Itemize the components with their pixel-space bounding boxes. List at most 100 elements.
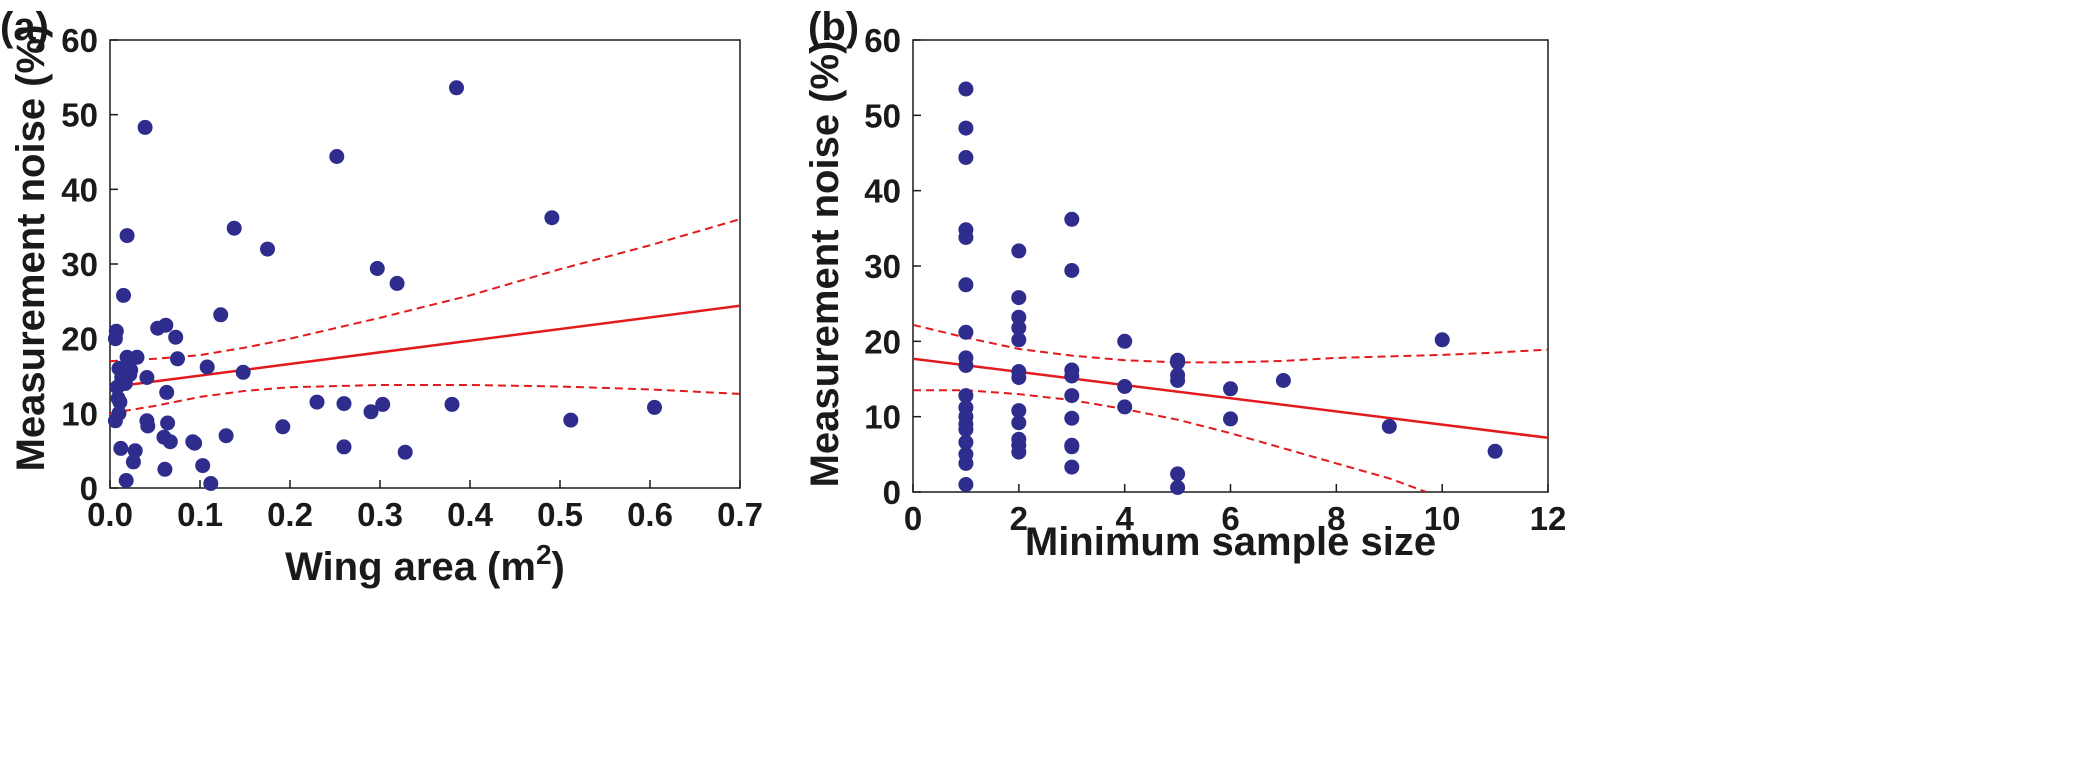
- panel-a-plot-frame: [109, 39, 741, 489]
- panel-b-y-axis-label: Measurement noise (%): [803, 41, 847, 488]
- panel-b-x-tick-label: 4: [1115, 500, 1134, 537]
- panel-a-data-point: [199, 359, 215, 375]
- panel-b-data-point: [958, 120, 974, 136]
- panel-a-data-point: [111, 405, 127, 421]
- panel-a-y-tick-label: 40: [61, 171, 98, 208]
- panel-a-x-tick-label: 0.7: [717, 496, 763, 533]
- panel-a-data-point: [397, 444, 413, 460]
- panel-b-ci-lower-line: [913, 389, 1427, 492]
- panel-a-data-point: [275, 419, 291, 435]
- panel-b-data-point: [958, 388, 974, 404]
- panel-b-x-tick-label: 6: [1221, 500, 1239, 537]
- panel-a-x-tick-label: 0.0: [87, 496, 133, 533]
- panel-b-y-tick-label: 20: [864, 323, 901, 360]
- panel-b-ci-upper-line: [913, 323, 1548, 364]
- panel-a-data-point: [123, 362, 139, 378]
- panel-a-x-axis-label-main: Wing area (m: [285, 545, 536, 589]
- panel-b-data-point: [1064, 459, 1080, 475]
- panel-a-x-tick-label: 0.5: [537, 496, 583, 533]
- panel-a-data-point: [203, 476, 219, 491]
- panel-b-data-point: [958, 229, 974, 245]
- panel-b-data-point: [958, 455, 974, 471]
- panel-b-data-point: [1170, 354, 1186, 370]
- panel-a-data-point: [127, 443, 143, 459]
- panel-b-data-point: [1434, 332, 1450, 348]
- panel-a-data-point: [336, 439, 352, 455]
- panel-b-data-point: [1064, 388, 1080, 404]
- panel-a-fit-line: [110, 304, 740, 389]
- panel-a-x-tick-label: 0.6: [627, 496, 673, 533]
- panel-a-data-point: [158, 317, 174, 333]
- panel-a-ci-upper-line: [110, 218, 740, 363]
- panel-a-data-point: [159, 384, 175, 400]
- panel-b-data-point: [1487, 443, 1503, 459]
- panel-b-y-tick-label: 0: [883, 474, 901, 511]
- panel-b-data-point: [1011, 243, 1027, 259]
- panel-a-data-point: [226, 220, 242, 236]
- panel-a-data-point: [170, 351, 185, 367]
- panel-b-data-point: [958, 477, 974, 492]
- panel-b-data-point: [1064, 439, 1080, 455]
- panel-a-data-point: [168, 329, 184, 345]
- panel-a-data-point: [160, 415, 176, 431]
- panel-b-data-point: [1117, 399, 1133, 415]
- panel-a-data-point: [336, 396, 352, 412]
- panel-b-y-tick-label: 10: [864, 399, 901, 436]
- panel-b-x-tick-label: 0: [904, 500, 922, 537]
- panel-b-data-point: [1381, 419, 1397, 434]
- panel-a-data-point: [218, 428, 234, 444]
- panel-b-data-point: [1011, 370, 1027, 385]
- panel-a-data-point: [112, 394, 128, 410]
- panel-a-data-point: [213, 307, 229, 323]
- panel-b-data-point: [1223, 381, 1238, 397]
- panel-a-data-point: [139, 370, 155, 385]
- panel-a-data-point: [375, 396, 391, 412]
- panel-a-data-point: [389, 275, 405, 291]
- panel-a-data-point: [108, 323, 124, 339]
- panel-b-data-point: [1064, 211, 1080, 227]
- panel-a-data-point: [187, 435, 203, 451]
- panel-a-data-point: [369, 261, 385, 276]
- panel-a-y-axis-label: Measurement noise (%): [9, 25, 53, 472]
- panel-a-x-tick-label: 0.3: [357, 496, 403, 533]
- panel-b-data-point: [958, 277, 974, 293]
- panel-b-data-point: [1117, 379, 1133, 394]
- panel-a-x-tick-label: 0.1: [177, 496, 223, 533]
- panel-b-y-tick-label: 30: [864, 248, 901, 285]
- panel-a-x-tick-label: 0.4: [447, 496, 494, 533]
- panel-a-y-tick-label: 10: [61, 395, 98, 432]
- panel-a-data-point: [137, 119, 153, 135]
- panel-b-data-point: [958, 434, 974, 450]
- panel-a-x-axis-label-superscript: 2: [536, 539, 552, 570]
- panel-b-data-point: [1011, 332, 1027, 348]
- panel-b-data-point: [1011, 290, 1027, 306]
- panel-a-label: (a): [0, 5, 49, 49]
- panel-a-ci-lower-line: [110, 384, 740, 415]
- panel-a-data-point: [260, 241, 275, 257]
- panel-b-data-point: [1064, 410, 1080, 426]
- panel-a-y-tick-label: 60: [61, 22, 98, 59]
- panel-a-y-tick-label: 0: [80, 470, 98, 507]
- panel-b-data-point: [1011, 320, 1027, 336]
- panel-b-data-point: [1011, 444, 1027, 460]
- panel-a-data-point: [309, 394, 325, 410]
- panel-a-data-point: [118, 473, 134, 488]
- panel-a-data-point: [235, 364, 251, 380]
- panel-b-data-point: [1011, 309, 1027, 325]
- panel-b-data-point: [1170, 466, 1186, 482]
- panel-b-data-point: [1170, 373, 1186, 388]
- panel-a-data-point: [140, 418, 156, 434]
- panel-a-data-point: [647, 399, 662, 415]
- panel-b-data-point: [1275, 373, 1291, 388]
- panel-b-data-point: [958, 150, 974, 165]
- panel-a-data-point: [329, 149, 345, 164]
- panel-a-data-point: [363, 404, 379, 420]
- panel-a-data-point: [444, 396, 460, 412]
- panel-a-data-point: [449, 80, 464, 96]
- panel-b-data-point: [958, 81, 974, 97]
- panel-a-data-point: [129, 349, 145, 365]
- panel-a-data-point: [195, 458, 211, 474]
- panel-a-data-point: [563, 412, 579, 428]
- panel-a-data-point: [162, 434, 178, 450]
- panel-b-x-tick-label: 12: [1530, 500, 1567, 537]
